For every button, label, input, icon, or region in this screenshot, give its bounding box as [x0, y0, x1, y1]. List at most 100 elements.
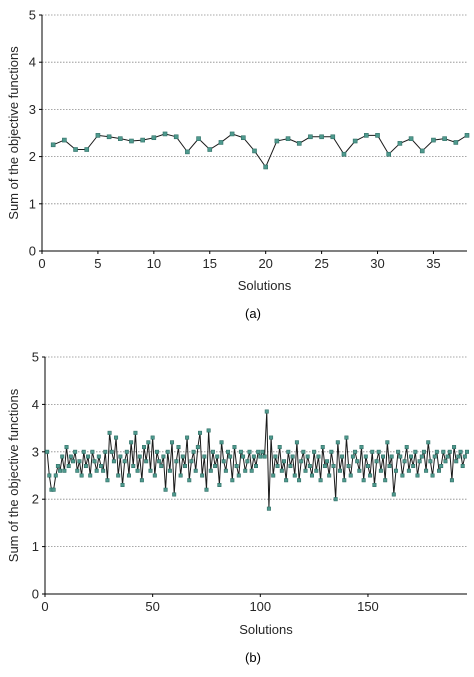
chart-b-point	[333, 497, 338, 502]
chart-b-y-tick-label: 3	[32, 444, 39, 459]
chart-a-point	[285, 136, 291, 141]
chart-a-point	[352, 138, 358, 144]
chart-b-point	[159, 464, 164, 469]
chart-b-point	[223, 468, 228, 473]
chart-a-point	[129, 138, 134, 144]
chart-b-point	[144, 459, 149, 464]
chart-b-point	[342, 478, 347, 483]
chart-a-point	[173, 134, 179, 140]
chart-b-point	[458, 449, 463, 454]
chart-b-point	[350, 454, 355, 459]
chart-b-x-tick-label: 150	[357, 599, 379, 614]
chart-b-point	[75, 468, 80, 473]
chart-b-point	[260, 449, 265, 454]
chart-b-point	[383, 478, 388, 483]
chart-b-point	[314, 468, 319, 473]
chart-b-point	[337, 468, 342, 473]
chart-b-x-tick-label: 50	[145, 599, 159, 614]
chart-b-point	[187, 478, 192, 483]
chart-b-point	[195, 445, 200, 450]
chart-b-point	[148, 468, 153, 473]
chart-b-point	[413, 449, 418, 454]
chart-b-point	[135, 468, 140, 473]
chart-b-x-axis-title: Solutions	[239, 622, 293, 637]
chart-b-y-tick-label: 1	[32, 539, 39, 554]
chart-b-point	[176, 445, 181, 450]
chart-b-point	[70, 459, 75, 464]
chart-b-point	[439, 464, 444, 469]
chart-b-point	[58, 468, 63, 473]
chart-b-point	[381, 454, 386, 459]
chart-a-point	[419, 148, 425, 154]
chart-b-point	[217, 482, 222, 487]
chart-b-point	[299, 459, 304, 464]
chart-b-series-line	[46, 411, 468, 509]
chart-b-point	[172, 492, 177, 497]
chart-b-point	[273, 454, 278, 459]
chart-b-point	[346, 464, 351, 469]
chart-b-point	[456, 454, 461, 459]
chart-b-point	[406, 468, 411, 473]
chart-b-point	[163, 487, 168, 492]
chart-b-point	[393, 468, 398, 473]
chart-b-point	[124, 449, 129, 454]
chart-b-point	[402, 459, 407, 464]
chart-b-point	[271, 473, 276, 478]
chart-b-point	[309, 473, 314, 478]
chart-b-point	[437, 468, 442, 473]
chart-a-point	[364, 133, 369, 138]
chart-b-point	[303, 468, 308, 473]
chart-b-point	[182, 464, 187, 469]
chart-a-point	[185, 149, 190, 155]
chart-b-point	[281, 459, 286, 464]
chart-b-point	[329, 449, 334, 454]
chart-b-point	[107, 430, 112, 435]
chart-b-point	[363, 454, 368, 459]
chart-b-point	[428, 459, 433, 464]
chart-a-point	[252, 148, 257, 154]
chart-b-point	[279, 468, 284, 473]
chart-b-point	[73, 449, 78, 454]
chart-b-point	[357, 468, 362, 473]
chart-b-point	[417, 459, 422, 464]
chart-b-point	[376, 449, 381, 454]
chart-b-point	[150, 435, 155, 440]
chart-a-y-tick-label: 5	[29, 8, 36, 23]
chart-b-point	[92, 459, 97, 464]
chart-b-point	[204, 487, 209, 492]
chart-a-point	[296, 141, 302, 146]
chart-b-point	[53, 473, 58, 478]
chart-b-point	[372, 482, 377, 487]
chart-b-point	[81, 449, 86, 454]
chart-b-point	[137, 454, 142, 459]
chart-b-point	[103, 449, 108, 454]
chart-b-point	[340, 454, 345, 459]
chart-b-point	[77, 459, 82, 464]
chart-b-point	[327, 473, 332, 478]
chart-b-point	[68, 454, 73, 459]
chart-b-point	[254, 464, 259, 469]
chart-b-point	[434, 449, 439, 454]
chart-a-point	[106, 134, 112, 140]
chart-b-point	[359, 445, 364, 450]
chart-b-point	[404, 445, 409, 450]
chart-b-point	[312, 449, 317, 454]
chart-b-point	[66, 464, 71, 469]
chart-b-point	[120, 482, 125, 487]
chart-a-point	[274, 138, 280, 144]
chart-a-x-tick-label: 5	[94, 256, 101, 271]
chart-a-point	[62, 137, 67, 143]
chart-b-y-tick-label: 4	[32, 397, 39, 412]
chart-b-point	[51, 487, 56, 492]
chart-b-point	[60, 454, 65, 459]
chart-b-x-tick-label: 100	[249, 599, 271, 614]
chart-b-point	[294, 440, 299, 445]
chart-b-point	[213, 464, 218, 469]
chart-b-point	[62, 468, 67, 473]
chart-b-point	[387, 464, 392, 469]
chart-b-point	[129, 440, 134, 445]
chart-b-point	[400, 473, 405, 478]
chart-a-point	[241, 135, 246, 141]
chart-b-point	[45, 449, 50, 454]
